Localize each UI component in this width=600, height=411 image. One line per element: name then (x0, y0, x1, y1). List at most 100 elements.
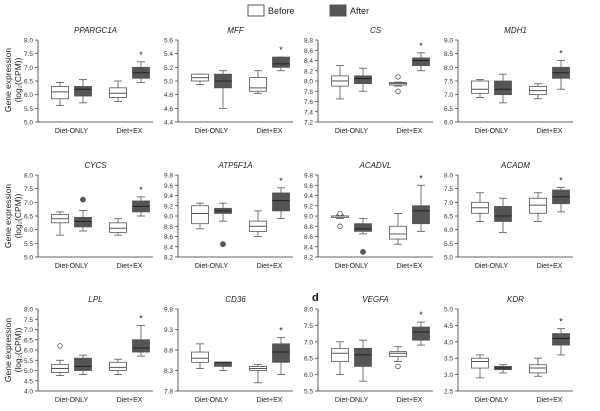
panel-lpl: LPL 4.0 4.5 5.0 5.5 6.0 6.5 7.0 7.5 8.0 Diet-ONLY D… (24, 295, 153, 404)
y-tick-label: 5.4 (164, 51, 173, 58)
y-tick-label: 4.0 (24, 389, 33, 396)
y-tick-label: 8.4 (304, 244, 313, 251)
box-after-diet-ex (412, 52, 430, 72)
panel-letter-d: d (312, 292, 319, 304)
y-tick-label: 7.6 (304, 99, 313, 106)
y-axis-label-line2: (log₂(CPM)) (13, 57, 23, 102)
box-iqr (354, 75, 372, 84)
x-category-label: Diet+EX (537, 263, 563, 270)
y-tick-label: 7.8 (304, 89, 313, 96)
y-tick-label: 8.0 (24, 38, 33, 45)
y-tick-label: 5.5 (444, 241, 453, 248)
y-tick-label: 9.3 (164, 327, 173, 334)
x-category-label: Diet-ONLY (195, 263, 229, 270)
box-after-diet-only (74, 79, 92, 104)
y-axis-label-row3: Gene expression (log₂(CPM)) (3, 318, 23, 383)
y-tick-label: 6.5 (304, 356, 313, 363)
box-iqr (74, 216, 92, 228)
y-tick-label: 5.0 (24, 120, 33, 127)
y-tick-label: 8.5 (444, 51, 453, 58)
panel-title: CS (370, 26, 382, 35)
box-before-diet-only (331, 341, 349, 376)
panel-title: MDH1 (504, 26, 527, 35)
y-tick-label: 7.0 (24, 200, 33, 207)
y-tick-label: 9.8 (164, 173, 173, 180)
y-tick-label: 8.0 (444, 173, 453, 180)
y-tick-label: 5.6 (164, 38, 173, 45)
panels: PPARGC1A 5.0 5.5 6.0 6.5 7.0 7.5 8.0 Diet-ONLY Di… (24, 26, 573, 404)
panel-mff: MFF 4.4 4.6 4.8 5.0 5.2 5.4 5.6 Diet-ONLY Diet+EX… (164, 26, 293, 135)
y-tick-label: 8.0 (24, 307, 33, 314)
box-iqr (389, 225, 407, 240)
y-tick-label: 6.0 (24, 348, 33, 355)
y-tick-label: 5.5 (24, 241, 33, 248)
x-category-label: Diet+EX (257, 397, 283, 404)
y-tick-label: 6.5 (24, 79, 33, 86)
box-before-diet-ex (249, 210, 267, 237)
y-tick-label: 9.8 (164, 307, 173, 314)
box-before-diet-only (471, 354, 489, 379)
y-tick-label: 5.5 (24, 358, 33, 365)
y-tick-label: 8.8 (304, 224, 313, 231)
y-tick-label: 8.6 (304, 48, 313, 55)
y-tick-label: 6.5 (444, 214, 453, 221)
x-category-label: Diet-ONLY (195, 128, 229, 135)
panel-acadvl: ACADVL 8.2 8.4 8.6 8.8 9.0 9.2 9.4 9.6 9.8 Diet-ON… (304, 161, 433, 270)
significance-marker: * (559, 175, 563, 185)
box-after-diet-only (214, 202, 232, 248)
outlier-point (395, 74, 401, 80)
panel-atp5f1a: ATP5F1A 8.2 8.4 8.6 8.8 9.0 9.2 9.4 9.6 9.8 Diet-O… (164, 161, 293, 270)
y-tick-label: 6.5 (24, 214, 33, 221)
box-iqr (331, 347, 349, 362)
box-after-diet-ex (272, 337, 290, 376)
panel-title: CYCS (84, 161, 107, 170)
panel-vegfa: VEGFA 5.5 6.0 6.5 7.0 7.5 8.0 Diet-ONLY Diet+EX * (304, 295, 433, 404)
box-iqr (109, 361, 127, 371)
panel-title: CD36 (225, 295, 246, 304)
x-category-label: Diet-ONLY (55, 128, 89, 135)
significance-marker: * (419, 173, 423, 183)
box-iqr (214, 361, 232, 367)
box-after-diet-ex (552, 186, 570, 213)
y-axis-label-row2: Gene expression (log₂(CPM)) (3, 184, 23, 249)
y-tick-label: 7.4 (304, 109, 313, 116)
box-iqr (494, 80, 512, 96)
y-tick-label: 8.8 (164, 224, 173, 231)
box-after-diet-ex (132, 61, 150, 83)
y-tick-label: 9.4 (304, 193, 313, 200)
box-iqr (272, 343, 290, 363)
y-tick-label: 7.5 (444, 186, 453, 193)
y-tick-label: 4.0 (444, 339, 453, 346)
y-tick-label: 9.2 (304, 203, 313, 210)
x-category-label: Diet+EX (117, 128, 143, 135)
significance-marker: * (419, 41, 423, 51)
y-axis-label-line1: Gene expression (3, 48, 13, 113)
y-tick-label: 7.5 (444, 79, 453, 86)
box-after-diet-only (494, 364, 512, 374)
y-tick-label: 8.2 (304, 255, 313, 262)
y-tick-label: 8.0 (444, 65, 453, 72)
y-tick-label: 8.6 (304, 234, 313, 241)
box-before-diet-only (471, 192, 489, 222)
box-before-diet-ex (389, 213, 407, 245)
panel-ppargc1a: PPARGC1A 5.0 5.5 6.0 6.5 7.0 7.5 8.0 Diet-ONLY Di… (24, 26, 153, 135)
box-before-diet-ex (389, 74, 407, 94)
box-before-diet-ex (109, 218, 127, 236)
box-iqr (412, 326, 430, 341)
panel-title: LPL (88, 295, 102, 304)
box-before-diet-ex (529, 83, 547, 100)
box-iqr (74, 357, 92, 371)
box-iqr (109, 87, 127, 98)
box-after-diet-ex (272, 56, 290, 72)
y-tick-label: 8.8 (164, 348, 173, 355)
y-tick-label: 7.0 (444, 92, 453, 99)
x-category-label: Diet-ONLY (195, 397, 229, 404)
significance-marker: * (139, 50, 143, 60)
x-category-label: Diet-ONLY (475, 397, 509, 404)
box-before-diet-only (191, 73, 209, 85)
box-iqr (552, 333, 570, 346)
outlier-point (360, 248, 366, 255)
y-axis-label-line1: Gene expression (3, 318, 13, 383)
y-tick-label: 7.5 (24, 186, 33, 193)
outlier-point (395, 88, 401, 94)
